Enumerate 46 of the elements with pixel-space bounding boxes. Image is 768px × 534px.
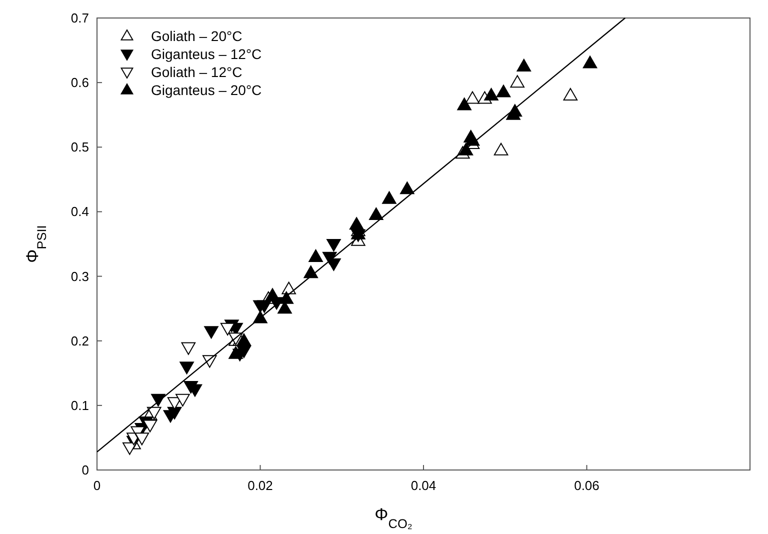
point	[326, 238, 341, 252]
point	[236, 345, 252, 358]
point	[382, 191, 396, 204]
x-tick-label: 0.06	[574, 478, 600, 493]
point	[326, 258, 341, 271]
x-tick-label: 0.04	[410, 478, 436, 493]
point	[308, 249, 323, 262]
point	[465, 91, 480, 104]
point	[220, 322, 235, 336]
legend-label: Goliath – 12°C	[151, 64, 242, 80]
point	[516, 58, 532, 72]
point	[484, 88, 498, 101]
y-tick-label: 0.6	[70, 75, 89, 90]
point	[563, 88, 578, 101]
point	[176, 394, 190, 406]
point	[257, 300, 272, 313]
legend-label: Goliath – 20°C	[151, 28, 242, 44]
x-tick-label: 0.02	[248, 478, 273, 493]
point	[582, 56, 598, 68]
y-tick-label: 0.4	[70, 204, 89, 220]
x-axis-title: Φ$_{CO₂}$	[374, 505, 412, 530]
point	[510, 75, 525, 88]
point	[265, 288, 280, 301]
point	[496, 84, 511, 98]
legend-label: Giganteus – 12°C	[151, 46, 262, 62]
x-tick-label: 0	[93, 478, 101, 493]
y-tick-label: 0.2	[70, 333, 89, 348]
point	[180, 362, 194, 374]
y-tick-label: 0.3	[70, 268, 89, 284]
point	[369, 207, 384, 220]
y-tick-label: 0.1	[70, 398, 89, 413]
point	[204, 326, 218, 339]
legend-label: Giganteus – 20°C	[151, 82, 262, 98]
point	[134, 432, 150, 446]
point	[494, 142, 508, 156]
point	[349, 217, 364, 230]
point	[457, 98, 472, 110]
point	[122, 442, 137, 455]
point	[146, 406, 162, 420]
y-tick-label: 0	[82, 462, 89, 478]
point	[181, 342, 196, 355]
point	[167, 406, 182, 420]
point	[142, 420, 158, 432]
y-tick-label: 0.5	[70, 140, 89, 155]
y-tick-label: 0.7	[70, 10, 89, 26]
point	[400, 182, 414, 194]
